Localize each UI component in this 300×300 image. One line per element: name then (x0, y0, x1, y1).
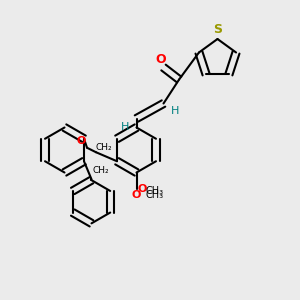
Text: CH₂: CH₂ (92, 166, 109, 175)
Text: S: S (213, 23, 222, 36)
Text: O: O (155, 53, 166, 66)
Text: H: H (171, 106, 179, 116)
Text: CH₃: CH₃ (146, 186, 164, 196)
Text: O: O (76, 136, 86, 146)
Text: O: O (132, 190, 141, 200)
Text: O: O (138, 184, 147, 194)
Text: CH₂: CH₂ (95, 143, 112, 152)
Text: H: H (121, 122, 129, 131)
Text: CH₃: CH₃ (146, 190, 164, 200)
